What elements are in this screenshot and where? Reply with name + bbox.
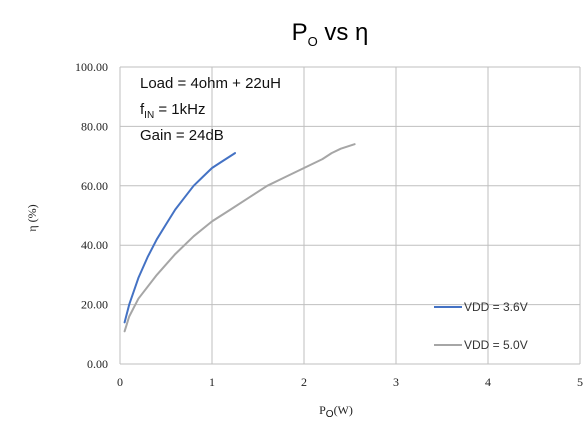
grid <box>120 66 581 365</box>
annotation-gain: Gain = 24dB <box>140 127 224 144</box>
x-tick-label: 1 <box>209 375 215 389</box>
x-tick-label: 0 <box>117 375 123 389</box>
x-tick-label: 2 <box>301 375 307 389</box>
annotation-load: Load = 4ohm + 22uH <box>140 75 281 92</box>
y-tick-label: 0.00 <box>87 357 108 371</box>
axes: 0.00 20.00 40.00 60.00 80.00 100.00 0 1 2 3 4 5 <box>75 60 583 389</box>
annotation-frequency: fIN = 1kHz <box>140 101 205 121</box>
y-axis-label: η (%) <box>25 204 39 231</box>
x-axis-label: PO(W) <box>319 403 353 420</box>
x-tick-label: 5 <box>577 375 583 389</box>
legend: VDD = 3.6V VDD = 5.0V <box>434 300 528 352</box>
legend-label-series-2: VDD = 5.0V <box>464 338 528 352</box>
series-lines <box>123 143 356 333</box>
series-line-1 <box>123 152 236 324</box>
x-tick-label: 4 <box>485 375 491 389</box>
y-tick-label: 60.00 <box>81 179 108 193</box>
y-tick-label: 100.00 <box>75 60 108 74</box>
legend-label-series-1: VDD = 3.6V <box>464 300 528 314</box>
x-tick-label: 3 <box>393 375 399 389</box>
y-tick-label: 40.00 <box>81 238 108 252</box>
y-tick-label: 80.00 <box>81 119 108 133</box>
y-tick-label: 20.00 <box>81 298 108 312</box>
chart-title: PO vs η <box>292 19 369 49</box>
series-line-2 <box>123 143 356 333</box>
